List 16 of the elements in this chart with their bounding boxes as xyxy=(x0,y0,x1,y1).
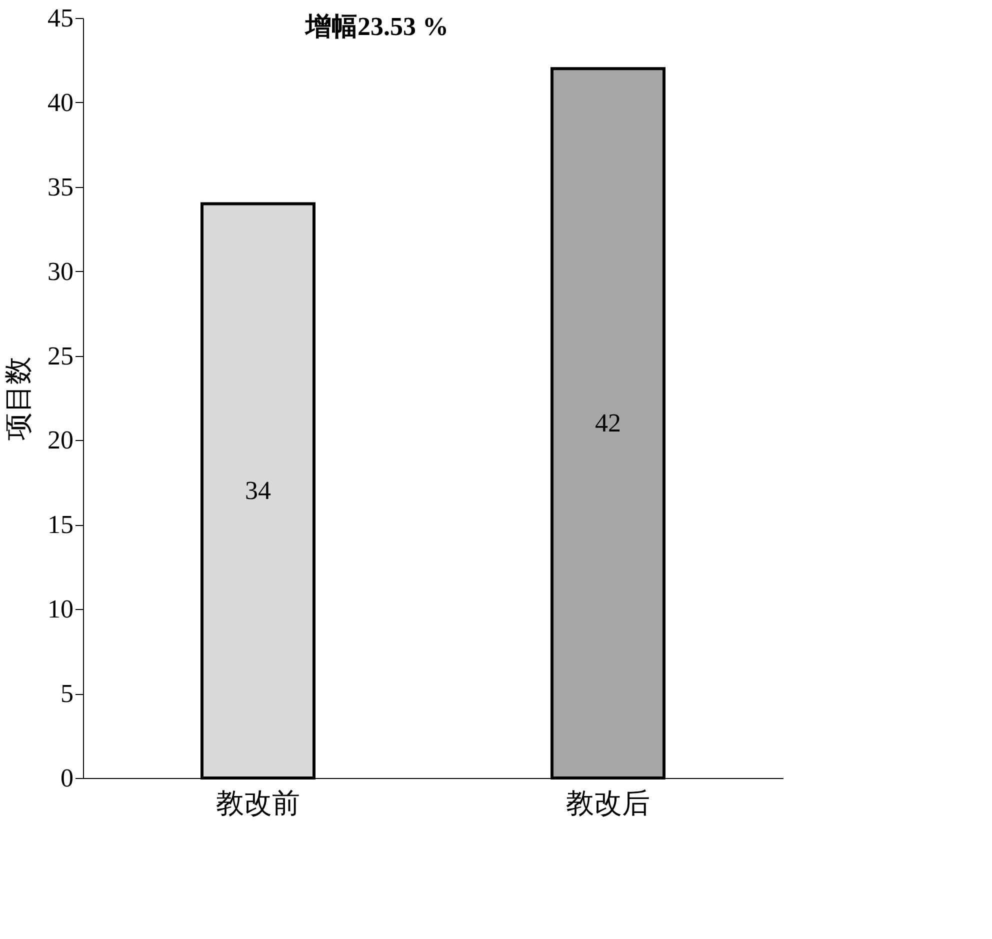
y-tick-label: 45 xyxy=(48,4,74,32)
y-tick-label: 40 xyxy=(48,88,74,117)
x-tick-label: 教改前 xyxy=(216,788,300,820)
y-tick-label: 10 xyxy=(48,594,74,624)
data-label: 34 xyxy=(245,476,271,505)
y-tick-label: 30 xyxy=(48,256,74,286)
y-tick-label: 15 xyxy=(48,510,74,540)
y-axis-title: 项目数 xyxy=(4,356,34,440)
x-tick-label: 教改后 xyxy=(566,788,650,820)
y-tick-label: 35 xyxy=(48,172,74,202)
y-tick-label: 0 xyxy=(60,764,74,792)
y-tick-label: 25 xyxy=(48,341,74,370)
y-tick-label: 20 xyxy=(48,426,74,455)
y-tick-label: 5 xyxy=(60,679,74,708)
annotation: 增幅23.53 % xyxy=(304,12,448,41)
data-label: 42 xyxy=(595,408,621,438)
